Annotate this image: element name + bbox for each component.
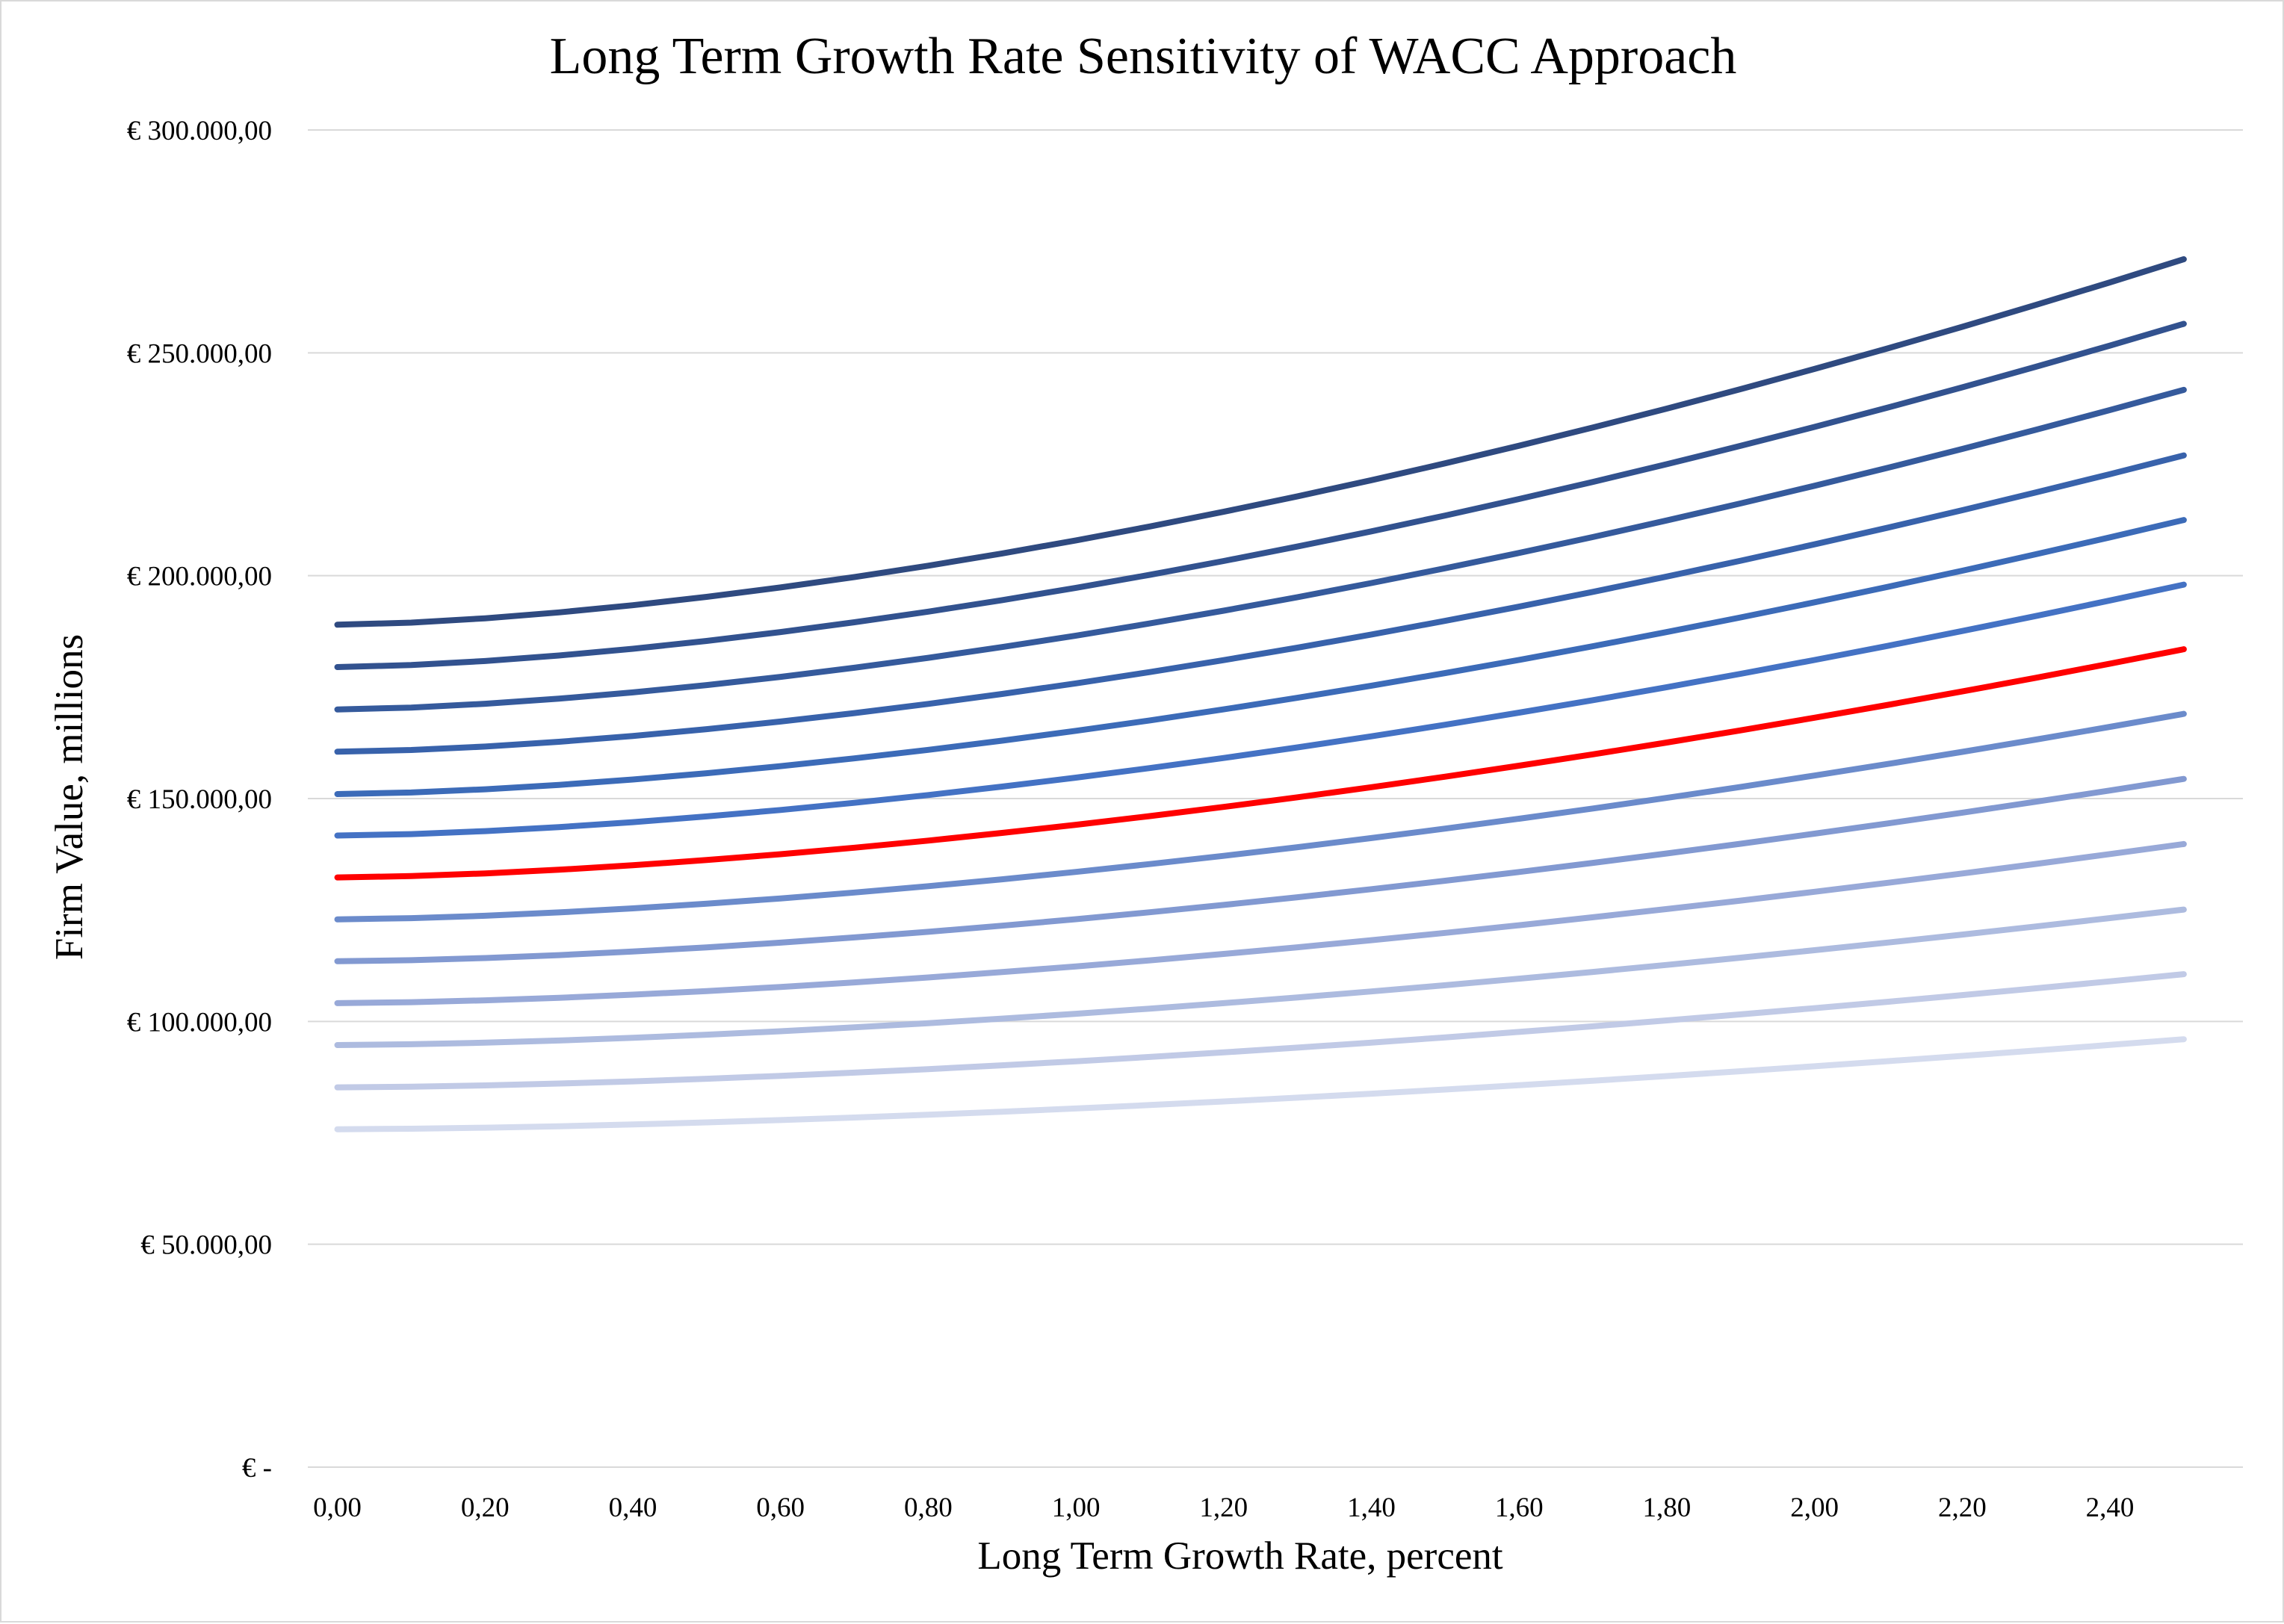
series-line-9: [334, 775, 2187, 964]
series-line-3: [334, 386, 2187, 713]
gridlines: [308, 129, 2243, 1468]
x-tick-label: 1,00: [1052, 1493, 1101, 1523]
y-tick-label: € 250.000,00: [127, 338, 272, 369]
y-tick-label: € 50.000,00: [140, 1230, 272, 1261]
y-tick-label: € 150.000,00: [127, 784, 272, 815]
x-tick-label: 0,60: [756, 1493, 805, 1523]
x-tick-label: 0,40: [609, 1493, 657, 1523]
y-tick-label: € 300.000,00: [127, 116, 272, 146]
series-line-1: [334, 256, 2187, 628]
chart-title: Long Term Growth Rate Sensitivity of WAC…: [550, 28, 1737, 85]
y-tick-label: € 100.000,00: [127, 1007, 272, 1038]
x-tick-label: 1,60: [1495, 1493, 1544, 1523]
x-tick-label: 2,40: [2086, 1493, 2135, 1523]
y-axis-ticks: € - € 50.000,00 € 100.000,00 € 150.000,00 € …: [127, 116, 272, 1484]
series-line-6: [334, 581, 2187, 839]
x-tick-label: 1,80: [1643, 1493, 1692, 1523]
x-tick-label: 1,40: [1347, 1493, 1396, 1523]
series-line-10: [334, 840, 2187, 1006]
y-tick-label: € -: [242, 1453, 272, 1484]
y-axis-label: Firm Value, millions: [48, 634, 91, 960]
x-tick-label: 1,20: [1199, 1493, 1248, 1523]
series-line-13: [334, 1036, 2187, 1132]
x-tick-label: 2,00: [1790, 1493, 1839, 1523]
x-tick-label: 2,20: [1938, 1493, 1987, 1523]
series-line-2: [334, 320, 2187, 670]
x-tick-label: 0,80: [904, 1493, 953, 1523]
series-lines: [334, 256, 2187, 1132]
series-line-8: [334, 710, 2187, 923]
series-line-7: [334, 646, 2187, 881]
series-line-12: [334, 971, 2187, 1091]
x-tick-label: 0,20: [461, 1493, 510, 1523]
series-line-5: [334, 517, 2187, 797]
y-tick-label: € 200.000,00: [127, 562, 272, 592]
x-axis-label: Long Term Growth Rate, percent: [977, 1534, 1503, 1578]
x-tick-label: 0,00: [313, 1493, 362, 1523]
series-line-11: [334, 906, 2187, 1048]
x-axis-ticks: 0,00 0,20 0,40 0,60 0,80 1,00 1,20 1,40 1,60 1,80…: [313, 1493, 2134, 1523]
series-line-4: [334, 452, 2187, 755]
